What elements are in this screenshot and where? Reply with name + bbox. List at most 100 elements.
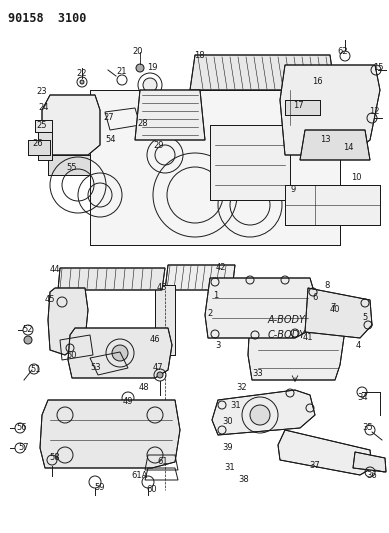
Text: 3: 3 xyxy=(216,341,221,350)
Polygon shape xyxy=(190,55,335,90)
Polygon shape xyxy=(40,400,180,468)
Polygon shape xyxy=(353,452,386,472)
Text: 59: 59 xyxy=(95,483,105,492)
Text: 43: 43 xyxy=(157,284,167,293)
Text: 51: 51 xyxy=(31,366,41,375)
Circle shape xyxy=(80,80,84,84)
Text: 24: 24 xyxy=(39,103,49,112)
Polygon shape xyxy=(280,65,380,155)
Circle shape xyxy=(24,336,32,344)
Text: 33: 33 xyxy=(252,368,263,377)
Text: 23: 23 xyxy=(37,86,47,95)
Polygon shape xyxy=(38,130,52,160)
Text: 8: 8 xyxy=(324,280,330,289)
Text: 28: 28 xyxy=(138,118,148,127)
Polygon shape xyxy=(278,430,372,475)
Text: 41: 41 xyxy=(303,333,313,342)
Circle shape xyxy=(157,372,163,378)
Text: 62: 62 xyxy=(338,47,348,56)
Text: 16: 16 xyxy=(312,77,322,86)
Text: 38: 38 xyxy=(238,475,249,484)
Text: 20: 20 xyxy=(133,47,143,56)
Polygon shape xyxy=(210,125,290,200)
Circle shape xyxy=(145,117,151,123)
Text: 31: 31 xyxy=(231,400,241,409)
Text: 32: 32 xyxy=(237,384,247,392)
Polygon shape xyxy=(90,90,340,245)
Text: 53: 53 xyxy=(91,364,101,373)
Text: 61: 61 xyxy=(158,456,168,465)
Text: 27: 27 xyxy=(104,114,114,123)
Text: 1: 1 xyxy=(214,290,219,300)
Text: 34: 34 xyxy=(358,393,368,402)
Text: 18: 18 xyxy=(194,51,204,60)
Text: C-BODY: C-BODY xyxy=(268,330,306,340)
Text: 4: 4 xyxy=(356,341,361,350)
Text: 39: 39 xyxy=(223,443,233,453)
Circle shape xyxy=(250,405,270,425)
Polygon shape xyxy=(212,390,315,435)
Polygon shape xyxy=(300,130,370,160)
Text: 30: 30 xyxy=(223,417,233,426)
Text: 15: 15 xyxy=(373,63,383,72)
Text: 50: 50 xyxy=(67,351,77,359)
Text: 42: 42 xyxy=(216,263,226,272)
Text: 12: 12 xyxy=(369,108,379,117)
Circle shape xyxy=(136,64,144,72)
Polygon shape xyxy=(165,265,235,290)
Text: 13: 13 xyxy=(320,135,330,144)
Text: 54: 54 xyxy=(106,135,116,144)
Text: 58: 58 xyxy=(50,454,60,463)
Text: 49: 49 xyxy=(123,398,133,407)
Text: 26: 26 xyxy=(33,139,43,148)
Text: 46: 46 xyxy=(150,335,160,344)
Circle shape xyxy=(77,77,87,87)
Text: 31: 31 xyxy=(225,464,235,472)
Polygon shape xyxy=(205,278,315,338)
Text: 52: 52 xyxy=(23,326,33,335)
Polygon shape xyxy=(285,185,380,225)
Polygon shape xyxy=(305,288,372,338)
Polygon shape xyxy=(68,328,172,378)
Polygon shape xyxy=(248,310,345,380)
Text: 25: 25 xyxy=(37,120,47,130)
Text: 48: 48 xyxy=(139,384,149,392)
Circle shape xyxy=(112,345,128,361)
Text: 90158  3100: 90158 3100 xyxy=(8,12,86,25)
Polygon shape xyxy=(48,288,88,355)
Text: 44: 44 xyxy=(50,265,60,274)
Text: 35: 35 xyxy=(363,424,373,432)
Text: 60: 60 xyxy=(147,486,157,495)
Text: 5: 5 xyxy=(363,313,368,322)
Text: 22: 22 xyxy=(77,69,87,77)
Polygon shape xyxy=(135,90,205,140)
Polygon shape xyxy=(42,95,100,155)
Text: 40: 40 xyxy=(330,305,340,314)
Text: 56: 56 xyxy=(17,424,27,432)
Text: 7: 7 xyxy=(330,303,336,312)
Text: 2: 2 xyxy=(207,310,213,319)
Polygon shape xyxy=(28,140,50,155)
Polygon shape xyxy=(48,155,90,175)
Text: 61A: 61A xyxy=(132,471,148,480)
Circle shape xyxy=(143,78,157,92)
Text: 21: 21 xyxy=(117,68,127,77)
Text: 6: 6 xyxy=(312,294,318,303)
Text: 47: 47 xyxy=(153,364,163,373)
Text: 36: 36 xyxy=(366,471,377,480)
Text: 37: 37 xyxy=(310,461,321,470)
Circle shape xyxy=(340,51,350,61)
Text: 9: 9 xyxy=(290,185,296,195)
Text: 57: 57 xyxy=(19,443,29,453)
Polygon shape xyxy=(285,100,320,115)
Text: 45: 45 xyxy=(45,295,55,304)
Polygon shape xyxy=(35,120,52,132)
Text: 14: 14 xyxy=(343,143,353,152)
Polygon shape xyxy=(155,285,175,355)
Text: 19: 19 xyxy=(147,63,157,72)
Text: 10: 10 xyxy=(351,174,361,182)
Text: 55: 55 xyxy=(67,164,77,173)
Text: 17: 17 xyxy=(293,101,303,109)
Text: A-BODY: A-BODY xyxy=(268,315,306,325)
Text: 29: 29 xyxy=(154,141,164,149)
